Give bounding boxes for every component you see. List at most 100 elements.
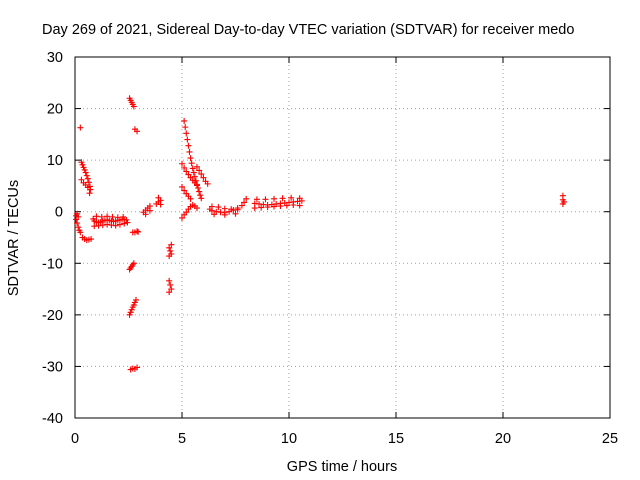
data-point [109, 213, 116, 220]
data-point [288, 194, 295, 201]
data-point [167, 247, 174, 254]
data-point [86, 190, 93, 197]
plot-frame [74, 56, 611, 419]
data-point [181, 187, 188, 194]
y-axis-label: SDTVAR / TECUs [6, 180, 22, 296]
data-point [126, 311, 133, 318]
y-tick-labels: -40 -30 -20 -10 0 10 20 30 [42, 50, 63, 427]
data-point [187, 195, 194, 202]
data-point [221, 211, 228, 218]
data-point [189, 165, 196, 172]
data-point [187, 155, 194, 162]
data-point [80, 164, 87, 171]
data-point [262, 196, 269, 203]
data-point [130, 302, 137, 309]
data-point [251, 205, 258, 212]
x-tick-label: 0 [71, 431, 79, 447]
data-point [128, 306, 135, 313]
data-point [191, 173, 198, 180]
y-tick-label: -20 [42, 308, 63, 324]
data-point [124, 219, 131, 226]
data-point [168, 286, 175, 293]
data-point [279, 195, 286, 202]
data-point [104, 213, 111, 220]
data-point [155, 194, 162, 201]
data-point [198, 171, 205, 178]
data-point [186, 148, 193, 155]
data-point [81, 166, 88, 173]
x-tick-label: 25 [602, 431, 618, 447]
data-point [116, 221, 123, 228]
data-point [185, 142, 192, 149]
data-point [130, 260, 137, 267]
data-point [196, 188, 203, 195]
x-tick-label: 15 [388, 431, 404, 447]
data-point [283, 202, 290, 209]
data-point [181, 117, 188, 124]
data-point [179, 160, 185, 167]
data-point [241, 199, 248, 206]
x-axis-label: GPS time / hours [287, 459, 397, 475]
data-point [146, 207, 153, 214]
y-tick-label: -30 [42, 359, 63, 375]
y-tick-label: 20 [47, 102, 63, 118]
data-point [188, 160, 195, 167]
grid [75, 57, 610, 418]
data-point [121, 220, 128, 227]
data-point [166, 244, 173, 251]
data-point [296, 195, 303, 202]
data-point [228, 206, 235, 213]
x-tick-label: 20 [495, 431, 511, 447]
data-point [75, 224, 82, 231]
data-point [559, 192, 566, 199]
data-point [77, 229, 84, 236]
data-points [73, 95, 567, 373]
data-point [142, 211, 149, 218]
data-point [195, 184, 202, 191]
data-point [208, 203, 215, 210]
data-point [271, 195, 278, 202]
data-point [132, 296, 139, 303]
data-point [221, 205, 228, 212]
data-point [243, 195, 250, 202]
data-point [258, 204, 265, 211]
data-point [179, 214, 185, 221]
data-point [193, 163, 200, 170]
data-point [84, 175, 91, 182]
data-point [253, 196, 260, 203]
data-point [157, 201, 164, 208]
data-point [78, 176, 85, 183]
data-point [193, 205, 200, 212]
data-point [166, 289, 173, 296]
data-point [183, 209, 190, 216]
data-point [168, 241, 175, 248]
data-point [183, 168, 190, 175]
y-tick-label: 0 [55, 205, 63, 221]
data-point [204, 180, 211, 187]
y-tick-label: -10 [42, 256, 63, 272]
data-point [181, 164, 188, 171]
data-point [296, 202, 303, 209]
data-point [98, 213, 105, 220]
data-point [134, 128, 141, 135]
data-point [83, 172, 90, 179]
data-point [85, 179, 92, 186]
data-point [74, 210, 81, 217]
data-point [232, 210, 239, 217]
data-point [196, 167, 203, 174]
data-point [79, 161, 86, 168]
data-point [127, 309, 134, 316]
y-tick-label: -40 [42, 411, 63, 427]
data-point [184, 136, 191, 143]
data-point [167, 281, 174, 288]
data-point [114, 214, 121, 221]
data-point [134, 364, 141, 371]
data-point [78, 159, 85, 166]
data-point [130, 103, 137, 110]
data-point [200, 174, 207, 181]
chart-title: Day 269 of 2021, Sidereal Day-to-day VTE… [42, 22, 574, 38]
data-point [166, 253, 173, 260]
data-point [190, 169, 197, 176]
data-point [185, 171, 192, 178]
data-point [88, 236, 95, 243]
